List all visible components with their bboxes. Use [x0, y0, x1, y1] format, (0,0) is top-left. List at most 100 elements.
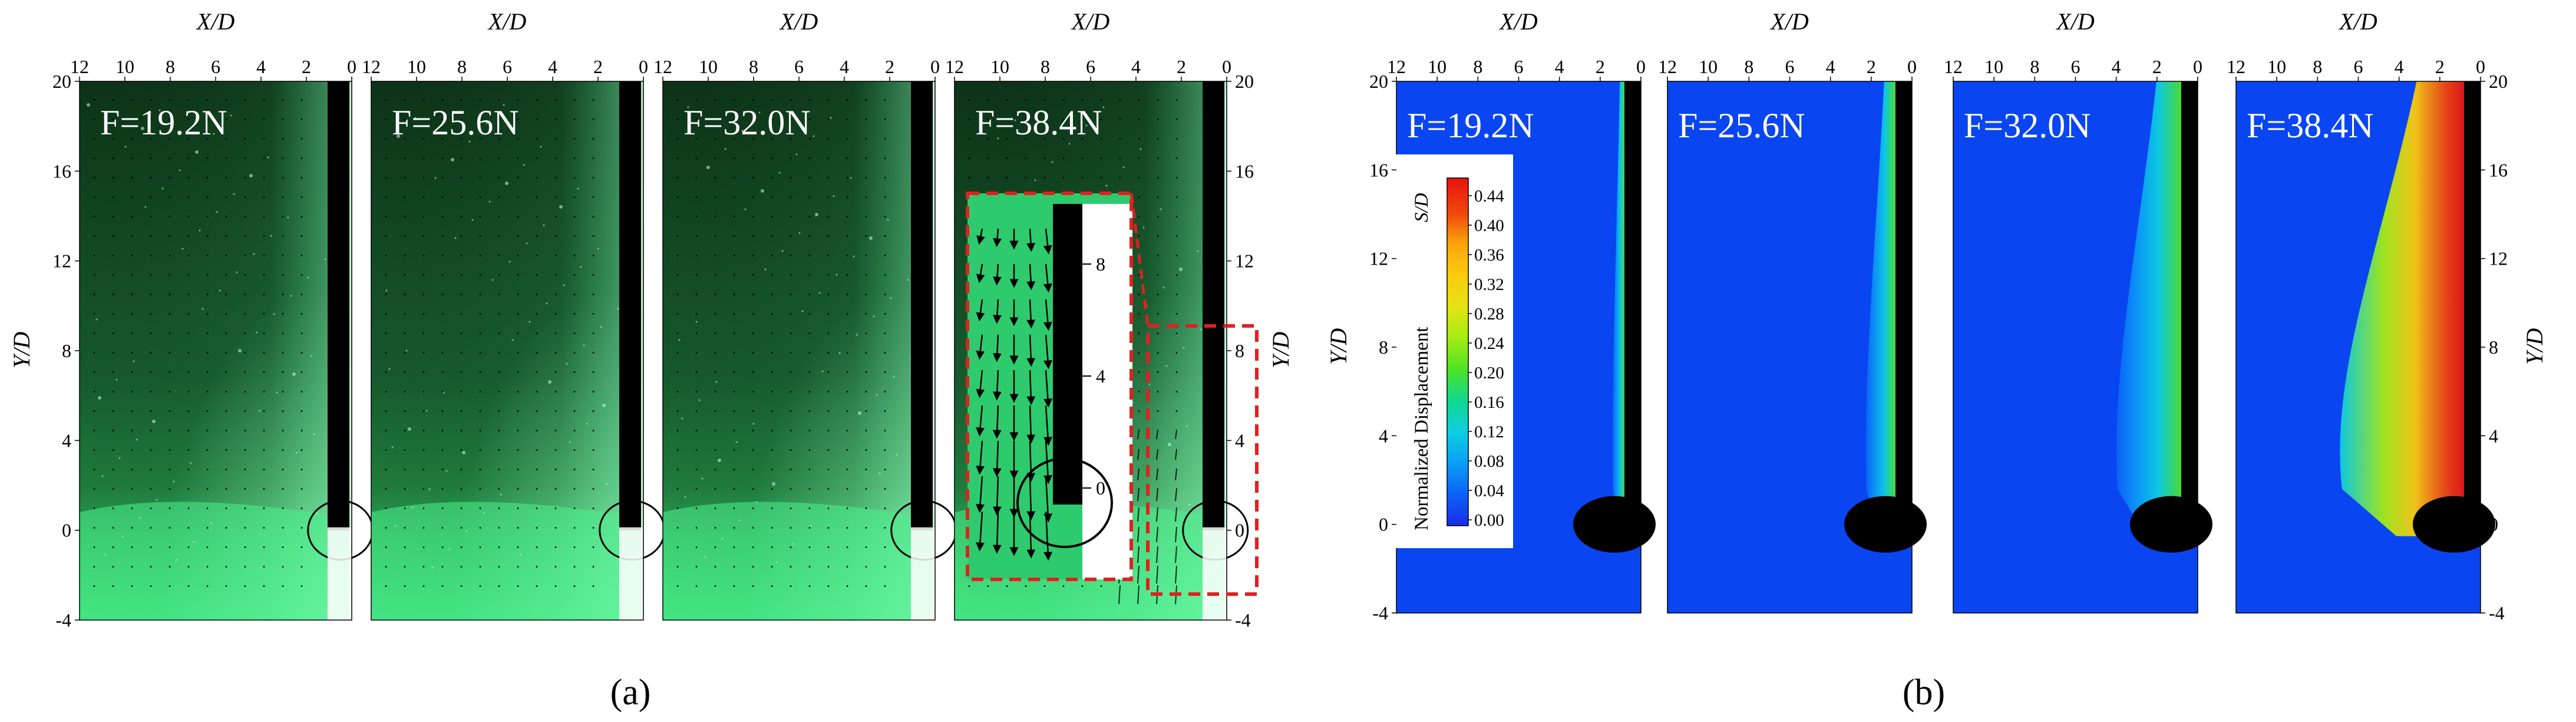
x-tick-label: 12 — [362, 56, 381, 77]
x-tick-label: 10 — [2267, 56, 2286, 77]
x-tick-label: 0 — [1636, 56, 1646, 77]
contour-panel: F=32.0N — [1953, 81, 2212, 614]
y-tick-label-left: 0 — [62, 520, 71, 541]
contour-panels-group: F=19.2N F=25.6N F=32.0N F=38.4N 0.44 0.40 0.36… — [1395, 81, 2495, 614]
colorbar-tick-label: 0.16 — [1474, 393, 1504, 412]
bright-region — [371, 502, 643, 620]
x-tick-label: 6 — [1514, 56, 1524, 77]
x-axis-title: X/D — [1071, 8, 1110, 35]
x-tick-label: 10 — [1428, 56, 1446, 77]
plate — [1203, 81, 1224, 530]
x-axis-title: X/D — [1769, 8, 1809, 35]
zoom-inset: 8 4 0 — [966, 192, 1259, 596]
x-tick-label: 10 — [407, 56, 426, 77]
piv-panel: F=32.0N — [662, 81, 957, 621]
x-tick-label: 0 — [1222, 56, 1231, 77]
contour-panel: F=25.6N — [1667, 81, 1927, 614]
x-tick-label: 2 — [1177, 56, 1186, 77]
x-tick-label: 8 — [2030, 56, 2039, 77]
plate — [911, 81, 933, 530]
x-axis-title: X/D — [487, 8, 527, 35]
plate — [328, 81, 349, 530]
y-tick-label-left: 16 — [52, 160, 71, 182]
x-tick-label: 8 — [2313, 56, 2322, 77]
x-tick-label: 6 — [1785, 56, 1795, 77]
colorbar-tick-label: 0.44 — [1474, 187, 1504, 206]
contour-panel: F=38.4N — [2235, 81, 2495, 614]
piv-panel: F=19.2N — [79, 81, 374, 621]
plate — [1895, 81, 1912, 525]
x-tick-label: 2 — [1867, 56, 1876, 77]
piv-panel: F=25.6N — [371, 81, 666, 621]
y-axis-title-left: Y/D — [8, 332, 35, 368]
cylinder — [1844, 496, 1927, 553]
subfigure-label-b: (b) — [1903, 672, 1945, 713]
x-tick-label: 12 — [2227, 56, 2245, 77]
panel-force-label: F=25.6N — [1678, 106, 1805, 145]
y-tick-label-right: 16 — [1235, 160, 1254, 182]
y-tick-label-right: -4 — [2489, 602, 2505, 624]
displacement-band — [1612, 81, 1624, 536]
x-tick-label: 6 — [794, 56, 804, 77]
x-tick-label: 2 — [1596, 56, 1605, 77]
x-tick-label: 10 — [990, 56, 1009, 77]
colorbar-tick-label: 0.36 — [1474, 246, 1504, 265]
colorbar-tick-label: 0.12 — [1474, 423, 1504, 441]
inset-tick-label: 0 — [1096, 477, 1105, 499]
colorbar-title: Normalized Displacement — [1411, 327, 1432, 530]
displacement-band — [1865, 81, 1895, 536]
x-tick-label: 0 — [639, 56, 648, 77]
x-axis-title: X/D — [2338, 8, 2377, 35]
inset-dashed-box — [966, 192, 1133, 581]
x-tick-label: 12 — [653, 56, 672, 77]
x-axis-title: X/D — [2055, 8, 2095, 35]
x-tick-label: 10 — [115, 56, 134, 77]
y-tick-label-right: 20 — [2489, 71, 2508, 92]
x-tick-label: 2 — [593, 56, 603, 77]
x-tick-label: 8 — [166, 56, 175, 77]
x-tick-label: 2 — [2152, 56, 2162, 77]
x-tick-label: 6 — [211, 56, 220, 77]
x-tick-label: 4 — [548, 56, 557, 77]
x-tick-label: 0 — [2193, 56, 2202, 77]
y-tick-label-right: 12 — [1235, 250, 1254, 272]
colorbar-tick-label: 0.28 — [1474, 305, 1504, 324]
x-tick-label: 8 — [749, 56, 758, 77]
y-tick-label-right: 4 — [2489, 425, 2498, 446]
plate — [2464, 81, 2481, 525]
colorbar-symbol: S/D — [1411, 193, 1432, 222]
x-tick-label: 6 — [2354, 56, 2363, 77]
x-tick-label: 0 — [930, 56, 940, 77]
x-tick-label: 2 — [2435, 56, 2445, 77]
y-tick-label-left: -4 — [1372, 602, 1388, 624]
x-tick-label: 8 — [1041, 56, 1050, 77]
y-tick-label-right: -4 — [1235, 609, 1251, 631]
colorbar-tick-label: 0.24 — [1474, 334, 1504, 353]
x-tick-label: 12 — [1944, 56, 1963, 77]
y-tick-label-left: 8 — [1379, 337, 1388, 358]
y-tick-label-right: 8 — [1235, 340, 1244, 361]
piv-panels-group: F=19.2N F=25.6N F=32.0N F=38.4N 8 4 0 — [79, 81, 1259, 621]
panel-force-label: F=19.2N — [1407, 106, 1534, 145]
y-tick-label-right: 12 — [2489, 248, 2508, 269]
y-tick-label-right: 0 — [1235, 520, 1244, 541]
x-tick-label: 8 — [1473, 56, 1482, 77]
panel-force-label: F=38.4N — [975, 103, 1102, 142]
x-tick-label: 4 — [2112, 56, 2121, 77]
colorbar-tick-label: 0.40 — [1474, 216, 1504, 235]
y-tick-label-left: 12 — [1369, 248, 1388, 269]
x-tick-label: 4 — [1131, 56, 1141, 77]
y-tick-label-left: 20 — [52, 71, 71, 92]
bright-region — [663, 502, 935, 620]
x-tick-label: 2 — [302, 56, 311, 77]
y-tick-label-left: 12 — [52, 250, 71, 272]
x-axis-title: X/D — [196, 8, 235, 35]
colorbar-tick-label: 0.08 — [1474, 452, 1504, 471]
colorbar-tick-label: 0.20 — [1474, 364, 1504, 383]
inset-tick-label: 8 — [1096, 253, 1105, 275]
y-tick-label-right: 0 — [2489, 514, 2498, 535]
x-tick-label: 4 — [256, 56, 266, 77]
colorbar-tick-label: 0.32 — [1474, 275, 1504, 294]
panel-force-label: F=19.2N — [100, 103, 227, 142]
bright-region — [80, 502, 352, 620]
